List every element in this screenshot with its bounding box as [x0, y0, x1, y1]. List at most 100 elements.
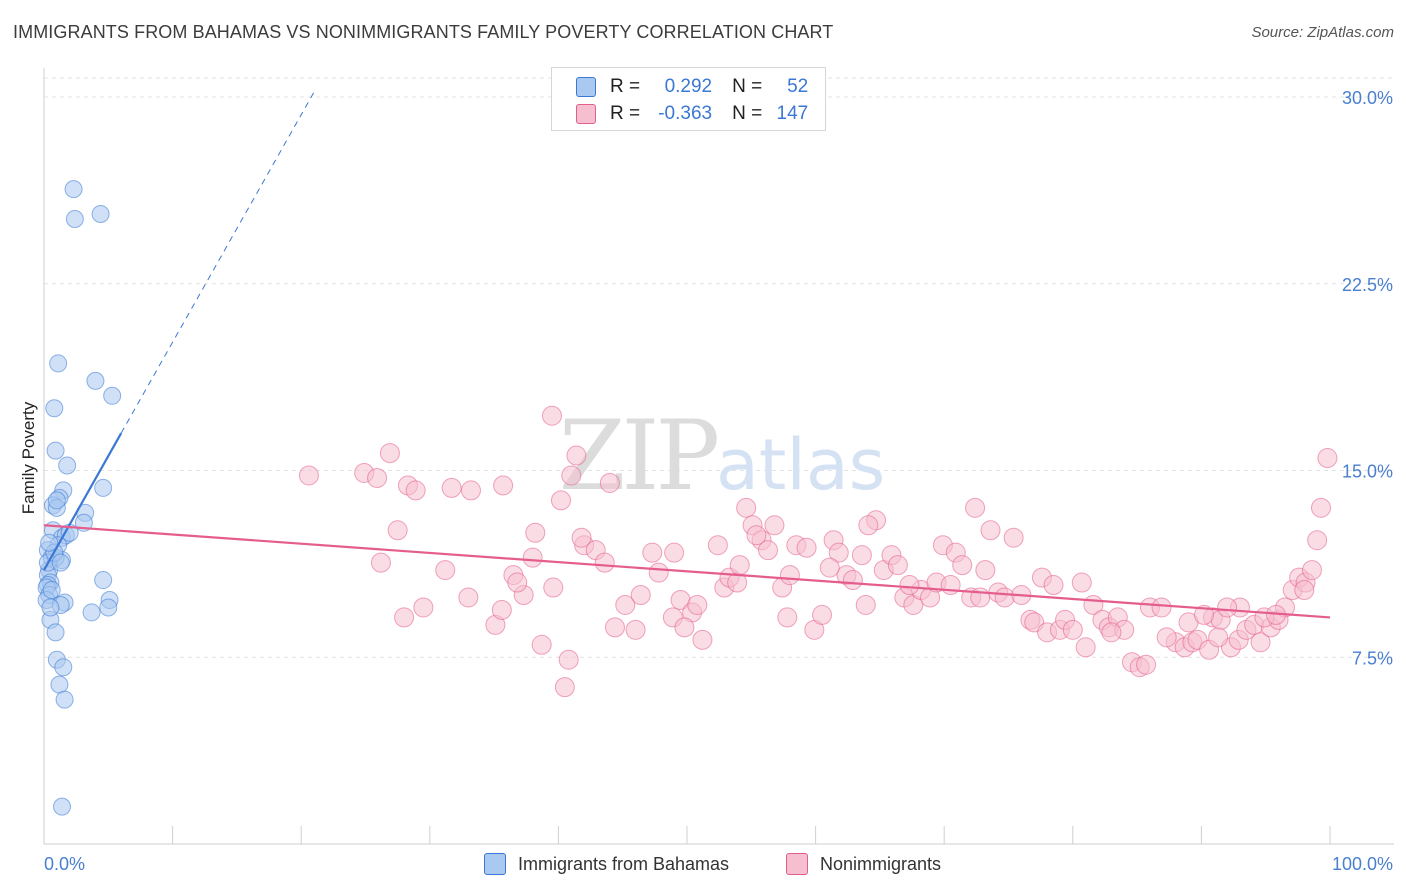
data-point-nonimmigrants: [543, 577, 564, 598]
data-point-bahamas: [82, 603, 101, 622]
data-point-nonimmigrants: [887, 555, 908, 576]
data-point-nonimmigrants: [692, 629, 713, 650]
bottom-legend-nonimmigrants: Nonimmigrants: [786, 852, 941, 876]
data-point-nonimmigrants: [828, 542, 849, 563]
data-point-nonimmigrants: [370, 552, 391, 573]
data-point-nonimmigrants: [796, 537, 817, 558]
data-point-nonimmigrants: [855, 594, 876, 615]
data-point-nonimmigrants: [566, 445, 587, 466]
data-point-nonimmigrants: [1307, 530, 1328, 551]
data-point-bahamas: [64, 180, 83, 199]
data-point-nonimmigrants: [550, 490, 571, 511]
series-nonimmigrants: [298, 405, 1338, 698]
data-point-nonimmigrants: [664, 542, 685, 563]
y-tick-label: 15.0%: [1342, 462, 1393, 482]
data-point-bahamas: [46, 623, 65, 642]
data-point-nonimmigrants: [819, 557, 840, 578]
data-point-nonimmigrants: [1062, 619, 1083, 640]
gridlines: [44, 77, 1394, 658]
data-point-nonimmigrants: [561, 465, 582, 486]
data-point-nonimmigrants: [980, 520, 1001, 541]
bottom-legend-bahamas: Immigrants from Bahamas: [484, 852, 729, 876]
data-point-nonimmigrants: [594, 552, 615, 573]
data-point-nonimmigrants: [1101, 622, 1122, 643]
bottom-legend-label: Immigrants from Bahamas: [518, 853, 730, 874]
data-point-bahamas: [41, 598, 60, 617]
data-point-nonimmigrants: [441, 477, 462, 498]
x-tick-label-min: 0.0%: [44, 854, 85, 874]
legend-r-label: R =: [610, 76, 641, 97]
y-tick-label: 30.0%: [1342, 88, 1393, 108]
data-point-nonimmigrants: [642, 542, 663, 563]
legend-r-value: -0.363: [658, 103, 713, 124]
stats-legend: R = 0.292 N = 52 R = -0.363 N = 147: [551, 67, 826, 131]
data-point-nonimmigrants: [858, 515, 879, 536]
bottom-legend-swatch-blue: [484, 853, 506, 875]
data-point-nonimmigrants: [630, 585, 651, 605]
data-point-nonimmigrants: [1151, 597, 1172, 618]
legend-n-value: 147: [776, 103, 809, 124]
data-point-nonimmigrants: [460, 480, 481, 501]
data-point-nonimmigrants: [507, 572, 528, 593]
data-point-bahamas: [45, 399, 64, 418]
data-point-nonimmigrants: [1310, 497, 1331, 518]
bottom-legend-label: Nonimmigrants: [820, 853, 942, 874]
data-point-bahamas: [51, 553, 70, 572]
data-point-nonimmigrants: [1217, 597, 1238, 618]
data-point-bahamas: [58, 456, 77, 475]
legend-n-value: 52: [787, 76, 809, 97]
regression-line-bahamas-extrapolated: [120, 91, 315, 434]
data-point-nonimmigrants: [842, 570, 863, 591]
data-point-nonimmigrants: [687, 594, 708, 615]
regression-line-nonimmigrants: [43, 524, 1331, 619]
data-point-bahamas: [49, 354, 68, 373]
data-point-nonimmigrants: [1193, 604, 1214, 625]
data-point-nonimmigrants: [1301, 560, 1322, 581]
data-point-nonimmigrants: [571, 527, 592, 548]
data-point-nonimmigrants: [736, 497, 757, 518]
data-point-bahamas: [50, 675, 69, 694]
series-immigrants-bahamas: [37, 180, 122, 816]
y-tick-label: 22.5%: [1342, 275, 1393, 295]
data-point-nonimmigrants: [531, 634, 552, 655]
legend-row-bahamas: R = 0.292 N = 52: [576, 74, 808, 100]
data-point-nonimmigrants: [764, 515, 785, 536]
data-point-bahamas: [94, 571, 113, 590]
data-point-nonimmigrants: [387, 520, 408, 541]
watermark: ZIPatlas: [559, 400, 885, 512]
data-point-bahamas: [99, 598, 118, 617]
source-label: Source: ZipAtlas.com: [1251, 24, 1394, 41]
data-point-nonimmigrants: [367, 467, 388, 488]
data-point-nonimmigrants: [435, 560, 456, 581]
data-point-nonimmigrants: [674, 617, 695, 638]
data-point-nonimmigrants: [965, 497, 986, 518]
data-point-nonimmigrants: [554, 677, 575, 698]
data-point-bahamas: [91, 205, 110, 224]
data-point-nonimmigrants: [558, 649, 579, 670]
data-point-bahamas: [40, 533, 59, 552]
data-point-bahamas: [86, 371, 105, 390]
data-point-bahamas: [47, 491, 66, 510]
legend-r-value: 0.292: [664, 76, 713, 97]
data-point-nonimmigrants: [413, 597, 434, 618]
data-point-bahamas: [103, 386, 122, 405]
data-point-nonimmigrants: [493, 475, 514, 496]
data-point-nonimmigrants: [541, 405, 562, 426]
data-point-nonimmigrants: [491, 599, 512, 620]
data-point-bahamas: [46, 441, 65, 460]
data-point-bahamas: [54, 658, 73, 677]
legend-swatch-blue: [576, 77, 596, 97]
data-point-nonimmigrants: [405, 480, 426, 501]
data-point-nonimmigrants: [615, 594, 636, 615]
data-point-nonimmigrants: [1075, 637, 1096, 658]
data-point-nonimmigrants: [394, 607, 415, 628]
data-point-nonimmigrants: [729, 555, 750, 576]
data-point-nonimmigrants: [1208, 627, 1229, 648]
legend-swatch-pink: [576, 104, 596, 124]
data-point-nonimmigrants: [522, 547, 543, 568]
data-point-nonimmigrants: [625, 619, 646, 640]
data-point-nonimmigrants: [379, 443, 400, 464]
bottom-legend-swatch-pink: [786, 853, 808, 875]
chart-title: IMMIGRANTS FROM BAHAMAS VS NONIMMIGRANTS…: [13, 22, 834, 42]
